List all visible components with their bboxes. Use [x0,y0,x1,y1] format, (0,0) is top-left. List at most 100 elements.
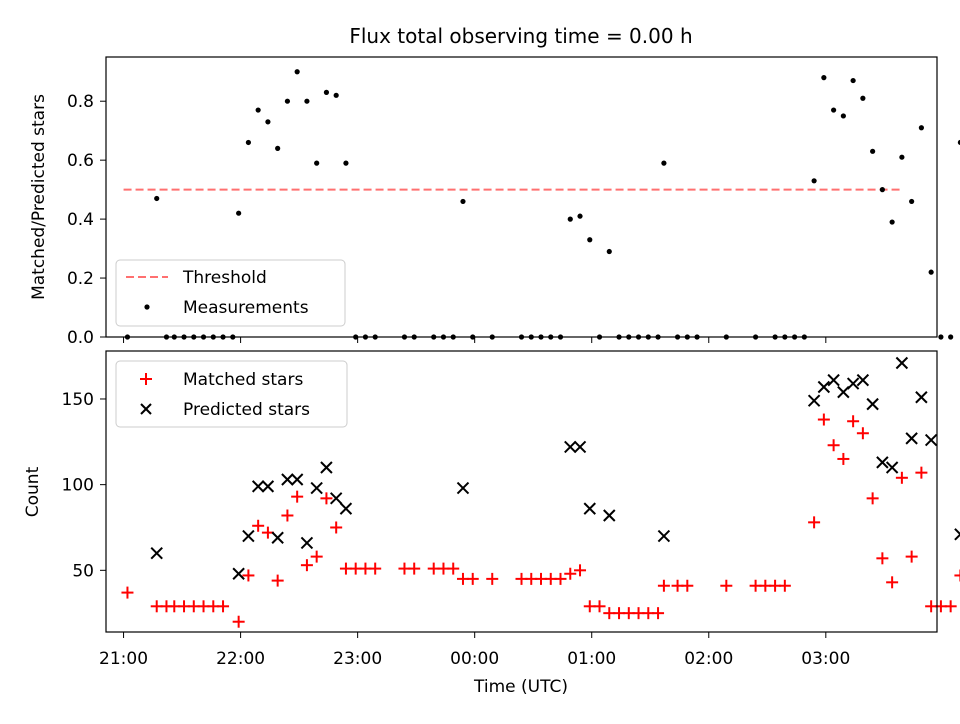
bottom-y-tick-label: 100 [62,476,94,496]
legend-measurements-label: Measurements [183,298,309,318]
matched-point [217,600,230,613]
bottom-y-tick-label: 150 [62,390,94,410]
matched-point [954,569,960,582]
measurement-point [889,219,895,225]
matched-point [827,439,840,452]
predicted-point [846,377,860,390]
predicted-point [603,509,616,522]
predicted-point [271,531,284,544]
predicted-point [573,440,587,454]
measurement-point [860,95,866,101]
measurement-point [957,139,960,146]
top-y-ticks: 0.0 0.2 0.4 0.6 0.8 [67,92,106,348]
predicted-point [329,492,343,505]
top-y-tick-label: 0.4 [67,210,94,230]
bottom-y-axis-label: Count [23,466,43,517]
matched-point [369,562,382,575]
measurement-point [811,178,817,184]
predicted-point [242,529,255,543]
predicted-point [885,461,899,474]
predicted-point [583,502,596,515]
x-tick-label: 02:00 [684,649,733,669]
measurement-point [909,198,915,205]
matched-point [291,490,304,503]
matched-point [681,579,694,592]
matched-point [944,600,957,613]
measurement-point [918,125,924,131]
measurement-point [284,98,291,104]
measurement-point [265,119,271,125]
matched-point [720,579,733,592]
predicted-point [339,502,353,515]
measurement-point [821,75,827,81]
predicted-point [251,480,265,493]
matched-point [847,415,860,428]
bottom-panel: 50 100 150 21:00 22:00 23:00 00:00 01:00 02:00 0… [23,350,960,697]
measurement-point [567,216,573,222]
x-tick-label: 22:00 [216,649,265,669]
measurement-point [899,154,905,160]
matched-point [876,552,889,565]
matched-point [593,600,606,613]
matched-point [856,427,869,440]
top-panel: 0.00.20.40.60.8 Matched/Predicted stars … [29,56,960,348]
predicted-point [310,481,323,495]
predicted-point [564,440,577,454]
measurement-point [938,334,944,340]
predicted-point [924,433,938,447]
matched-point [300,559,313,572]
x-tick-label: 00:00 [450,649,499,669]
bottom-y-ticks: 50 100 150 [62,390,106,581]
matched-point [466,572,479,585]
predicted-point [281,473,294,486]
top-y-tick-label: 0.6 [67,151,94,171]
x-tick-label: 01:00 [567,649,616,669]
matched-point [232,615,245,628]
predicted-point [300,536,314,550]
predicted-point [817,380,831,394]
matched-point [408,562,421,575]
measurement-point [236,210,242,216]
measurement-point [606,248,612,255]
matched-point [330,521,343,534]
legend-matched-swatch [140,373,152,385]
matched-point [657,579,670,592]
predicted-point [827,373,840,387]
measurement-point [928,269,934,275]
bottom-axes-frame [105,350,938,633]
measurement-point [870,148,876,154]
top-y-tick-label: 0.8 [67,92,94,112]
measurement-point [460,198,466,205]
legend-predicted-swatch [140,403,152,415]
legend-predicted-label: Predicted stars [183,400,310,420]
measurement-point [343,160,349,166]
x-tick-label: 21:00 [99,649,148,669]
matched-point [447,562,460,575]
measurement-point [304,98,310,104]
top-legend: Threshold Measurements [115,259,346,327]
predicted-point [657,529,671,543]
matched-point [271,574,284,587]
top-legend-box [115,259,346,327]
measurement-point [948,334,954,340]
predicted-point [866,397,879,411]
matched-point [310,550,323,563]
matched-point [564,567,577,580]
measurement-point [840,113,846,119]
matched-point [652,607,665,620]
top-axes-frame [105,56,938,338]
predicted-point [150,546,163,560]
bottom-legend-box [115,360,348,428]
top-x-ticks [123,337,827,343]
matched-point [817,413,830,426]
matched-point [778,579,791,592]
predicted-point [915,391,928,404]
matched-point [905,550,918,563]
predicted-point [456,481,470,495]
x-tick-label: 03:00 [801,649,850,669]
top-y-tick-label: 0.2 [67,269,94,289]
matched-point [554,572,567,585]
matched-point [574,564,587,577]
measurement-point [577,213,583,219]
top-y-axis-label: Matched/Predicted stars [29,94,49,300]
